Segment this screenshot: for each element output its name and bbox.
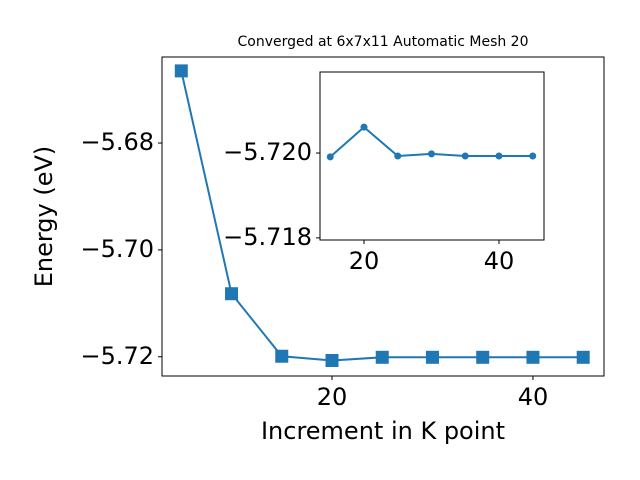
marker <box>360 123 368 131</box>
chart-title: Converged at 6x7x11 Automatic Mesh 20 <box>238 34 529 50</box>
marker <box>576 350 590 364</box>
marker <box>461 152 469 160</box>
marker <box>529 152 537 160</box>
marker <box>394 152 402 160</box>
x-tick-label: 20 <box>349 247 380 275</box>
y-tick-label: −5.68 <box>80 128 154 156</box>
marker <box>495 152 503 160</box>
marker <box>427 150 435 158</box>
x-axis-label: Increment in K point <box>261 417 505 445</box>
marker <box>325 354 339 368</box>
x-tick-label: 40 <box>518 383 549 411</box>
y-tick-label: −5.72 <box>80 342 154 370</box>
marker <box>174 64 188 78</box>
marker <box>225 287 239 301</box>
marker <box>275 349 289 363</box>
marker <box>375 350 389 364</box>
x-tick-label: 20 <box>317 383 348 411</box>
y-tick-label: −5.718 <box>223 223 312 251</box>
y-tick-label: −5.720 <box>223 138 312 166</box>
y-axis-label: Energy (eV) <box>30 146 58 288</box>
marker <box>526 350 540 364</box>
y-tick-label: −5.70 <box>80 235 154 263</box>
x-tick-label: 40 <box>484 247 515 275</box>
marker <box>476 350 490 364</box>
marker <box>326 153 334 161</box>
marker <box>425 350 439 364</box>
